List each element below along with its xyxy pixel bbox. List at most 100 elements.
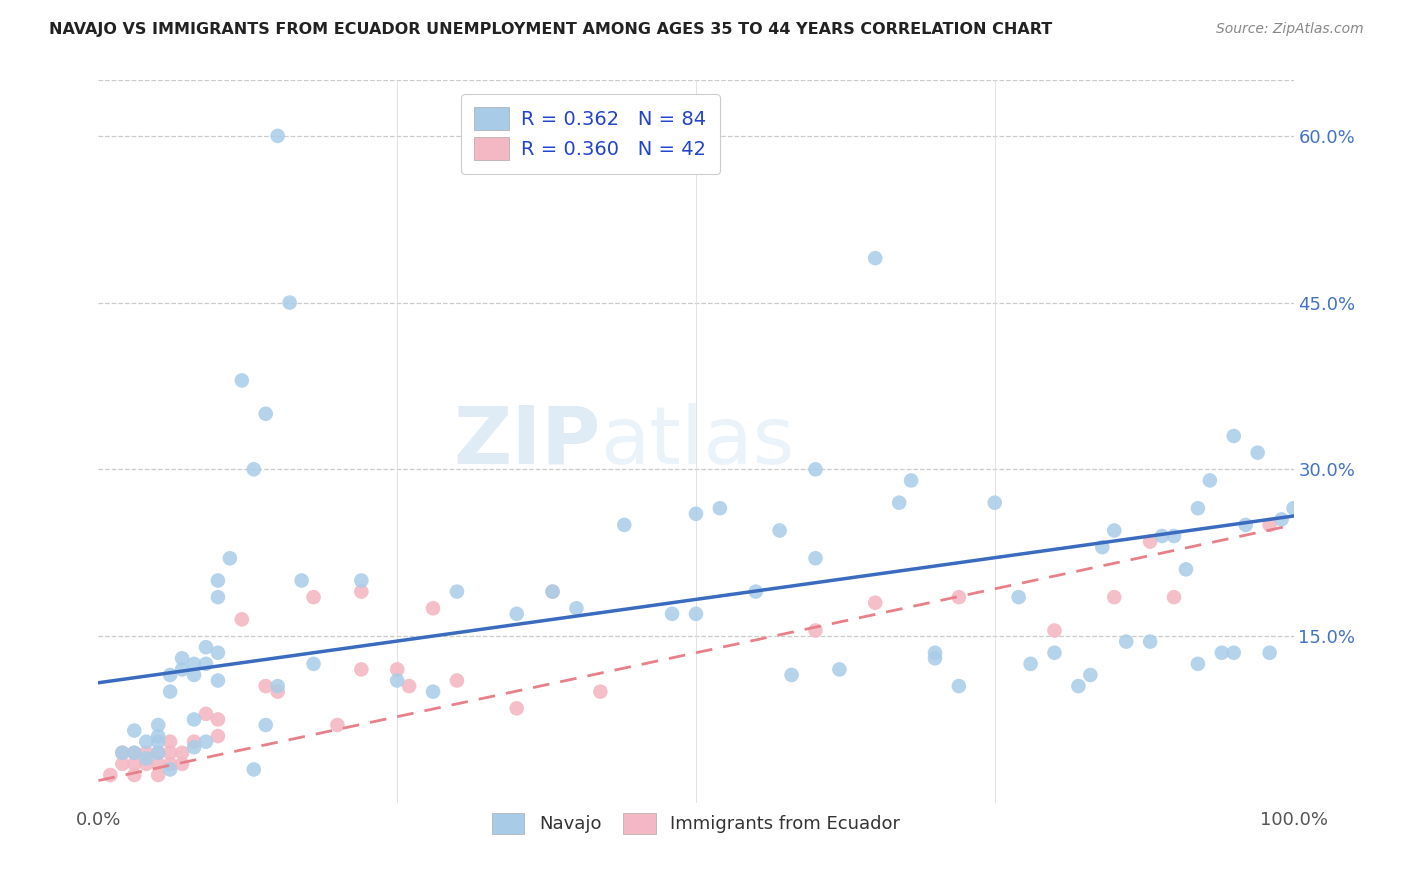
Point [159, 668, 181, 682]
Point [291, 574, 314, 588]
Point [148, 734, 170, 748]
Point [804, 624, 827, 638]
Point [589, 684, 612, 698]
Point [159, 746, 181, 760]
Point [398, 679, 420, 693]
Point [541, 584, 564, 599]
Point [267, 679, 290, 693]
Point [865, 251, 887, 265]
Point [385, 662, 409, 676]
Point [302, 657, 325, 671]
Point [326, 718, 349, 732]
Point [124, 746, 146, 760]
Point [111, 756, 134, 771]
Point [1187, 657, 1209, 671]
Point [446, 584, 468, 599]
Point [111, 746, 134, 760]
Point [183, 657, 205, 671]
Text: ZIP: ZIP [453, 402, 600, 481]
Point [1258, 517, 1281, 532]
Point [124, 756, 146, 771]
Point [565, 601, 588, 615]
Point [207, 574, 229, 588]
Point [1187, 501, 1209, 516]
Point [159, 734, 181, 748]
Point [207, 729, 229, 743]
Point [1199, 474, 1222, 488]
Point [541, 584, 564, 599]
Point [1163, 529, 1185, 543]
Point [350, 584, 373, 599]
Point [148, 768, 170, 782]
Point [207, 590, 229, 604]
Point [1104, 590, 1126, 604]
Point [1152, 529, 1174, 543]
Point [159, 684, 181, 698]
Text: Source: ZipAtlas.com: Source: ZipAtlas.com [1216, 22, 1364, 37]
Point [1223, 429, 1246, 443]
Point [1115, 634, 1137, 648]
Point [924, 646, 946, 660]
Point [172, 756, 194, 771]
Point [1211, 646, 1233, 660]
Point [613, 517, 636, 532]
Point [124, 768, 146, 782]
Point [267, 684, 290, 698]
Point [984, 496, 1007, 510]
Point [1080, 668, 1102, 682]
Point [231, 373, 253, 387]
Point [135, 751, 157, 765]
Point [804, 551, 827, 566]
Point [183, 668, 205, 682]
Point [1008, 590, 1031, 604]
Point [148, 718, 170, 732]
Point [1258, 646, 1281, 660]
Point [243, 462, 266, 476]
Point [302, 590, 325, 604]
Point [1234, 517, 1257, 532]
Point [924, 651, 946, 665]
Point [804, 462, 827, 476]
Point [889, 496, 911, 510]
Point [207, 713, 229, 727]
Point [207, 646, 229, 660]
Point [948, 679, 970, 693]
Point [350, 574, 373, 588]
Point [685, 507, 707, 521]
Point [900, 474, 922, 488]
Point [385, 673, 409, 688]
Point [183, 734, 205, 748]
Point [267, 128, 290, 143]
Point [183, 713, 205, 727]
Point [254, 718, 277, 732]
Point [865, 596, 887, 610]
Point [1139, 534, 1161, 549]
Point [1247, 445, 1270, 459]
Point [1091, 540, 1114, 554]
Point [254, 407, 277, 421]
Point [1067, 679, 1090, 693]
Point [159, 756, 181, 771]
Point [124, 723, 146, 738]
Point [278, 295, 301, 310]
Point [172, 662, 194, 676]
Point [207, 673, 229, 688]
Point [745, 584, 768, 599]
Point [135, 746, 157, 760]
Point [506, 607, 529, 621]
Point [135, 756, 157, 771]
Point [1104, 524, 1126, 538]
Point [1163, 590, 1185, 604]
Point [446, 673, 468, 688]
Point [195, 706, 218, 721]
Point [768, 524, 790, 538]
Point [231, 612, 253, 626]
Legend: Navajo, Immigrants from Ecuador: Navajo, Immigrants from Ecuador [481, 802, 911, 845]
Point [828, 662, 851, 676]
Point [1271, 512, 1294, 526]
Point [195, 640, 218, 655]
Point [195, 734, 218, 748]
Point [135, 734, 157, 748]
Text: atlas: atlas [600, 402, 794, 481]
Point [422, 684, 444, 698]
